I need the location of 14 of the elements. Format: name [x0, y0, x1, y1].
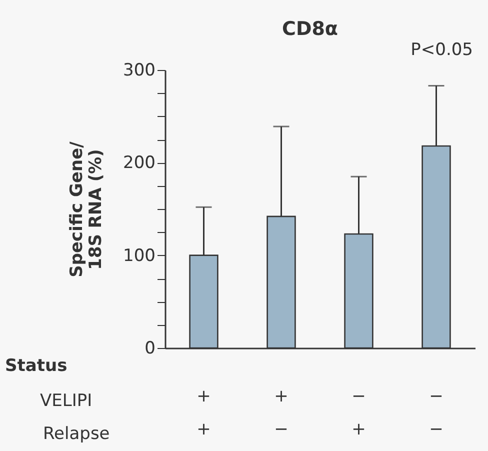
x-tick-label: + + [196, 386, 211, 440]
chart-title: CD8α [282, 18, 338, 40]
y-tick-label: 200 [123, 153, 156, 174]
y-axis-title: Specific Gene/ 18S RNA (%) [67, 140, 106, 278]
text: Status [5, 356, 68, 376]
x-tick-label: − − [429, 386, 444, 440]
text: VELIPI [40, 391, 92, 411]
x-tick-label: − + [352, 386, 366, 440]
y-tick-label: 300 [123, 60, 156, 80]
y-tick-label: 0 [144, 338, 156, 358]
x-tick-label: + − [274, 386, 288, 440]
text: Relapse [43, 424, 110, 444]
y-tick-label: 100 [123, 246, 156, 266]
text: P<0.05 [410, 40, 473, 60]
